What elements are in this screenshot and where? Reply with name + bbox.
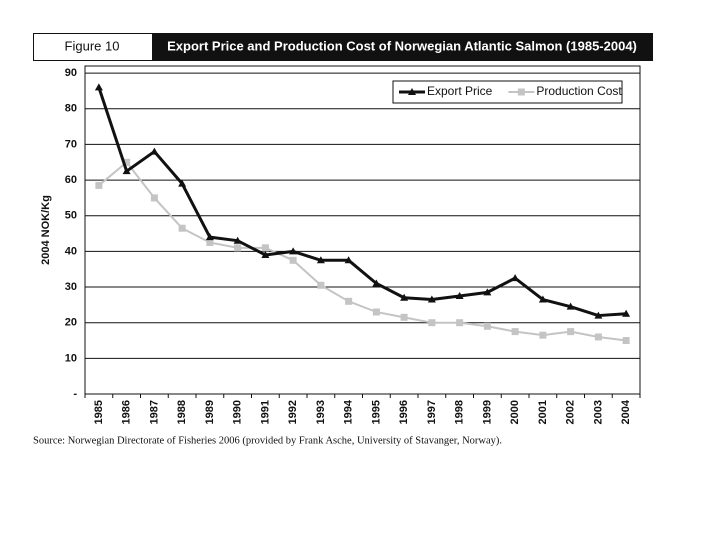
legend-label: Export Price <box>427 84 493 98</box>
point <box>594 311 603 319</box>
point <box>567 328 575 336</box>
point <box>345 297 353 305</box>
point <box>205 233 214 241</box>
title-band <box>152 33 653 61</box>
point <box>123 158 131 166</box>
point <box>178 224 186 232</box>
point <box>622 309 631 317</box>
x-tick-label: 1992 <box>287 400 299 424</box>
y-tick-label: 20 <box>65 317 77 329</box>
x-tick-label: 1994 <box>343 399 355 424</box>
figure-label: Figure 10 <box>65 38 120 53</box>
point <box>94 83 103 91</box>
x-tick-label: 1996 <box>398 400 410 424</box>
point <box>455 291 464 299</box>
point <box>289 247 298 255</box>
y-tick-label: 30 <box>65 281 77 293</box>
x-tick-label: 2003 <box>592 400 604 424</box>
x-tick-label: 1993 <box>315 400 327 424</box>
point <box>408 88 416 95</box>
x-tick-label: 1987 <box>148 400 160 424</box>
chart-title: Export Price and Production Cost of Norw… <box>167 38 637 53</box>
y-tick-label: - <box>73 388 77 400</box>
point <box>538 295 547 303</box>
x-tick-label: 2001 <box>537 400 549 424</box>
x-tick-label: 1999 <box>481 400 493 424</box>
y-tick-label: 10 <box>65 352 77 364</box>
point <box>483 322 491 330</box>
point <box>400 293 409 301</box>
legend-box <box>392 80 623 104</box>
x-tick-label: 1989 <box>204 400 216 424</box>
point <box>316 256 325 264</box>
point <box>428 319 436 327</box>
y-tick-label: 40 <box>65 245 77 257</box>
x-tick-label: 2004 <box>620 399 632 424</box>
point <box>372 308 380 316</box>
point <box>150 147 159 155</box>
point <box>122 167 131 175</box>
x-tick-label: 2000 <box>509 400 521 424</box>
x-tick-label: 1991 <box>259 400 271 424</box>
point <box>622 337 630 345</box>
y-tick-label: 60 <box>65 174 77 186</box>
point <box>261 250 270 258</box>
point <box>539 331 547 339</box>
point <box>95 181 103 189</box>
x-tick-label: 1988 <box>176 400 188 424</box>
y-axis-label: 2004 NOK/Kg <box>40 195 52 265</box>
point <box>289 256 297 264</box>
point <box>511 274 520 282</box>
point <box>372 279 381 287</box>
point <box>317 281 325 289</box>
y-tick-label: 70 <box>65 138 77 150</box>
y-tick-label: 80 <box>65 103 77 115</box>
x-tick-label: 1995 <box>370 400 382 424</box>
point <box>206 238 214 246</box>
x-tick-label: 1986 <box>121 400 133 424</box>
point <box>178 179 187 187</box>
x-tick-label: 1985 <box>93 400 105 424</box>
point <box>344 256 353 264</box>
point <box>261 244 269 252</box>
source-note: Source: Norwegian Directorate of Fisheri… <box>33 435 502 446</box>
x-tick-label: 1990 <box>232 400 244 424</box>
x-tick-label: 2002 <box>565 400 577 424</box>
legend-label: Production Cost <box>536 84 622 98</box>
point <box>150 194 158 202</box>
point <box>566 302 575 310</box>
point <box>456 319 464 327</box>
series-line <box>98 161 627 342</box>
point <box>594 333 602 341</box>
point <box>517 88 525 96</box>
point <box>234 244 242 252</box>
series-line <box>97 86 627 318</box>
y-tick-label: 50 <box>65 210 77 222</box>
point <box>483 288 492 296</box>
point <box>400 313 408 321</box>
x-tick-label: 1998 <box>454 400 466 424</box>
point <box>427 295 436 303</box>
point <box>233 236 242 244</box>
point <box>511 328 519 336</box>
x-tick-label: 1997 <box>426 400 438 424</box>
y-tick-label: 90 <box>65 67 77 79</box>
